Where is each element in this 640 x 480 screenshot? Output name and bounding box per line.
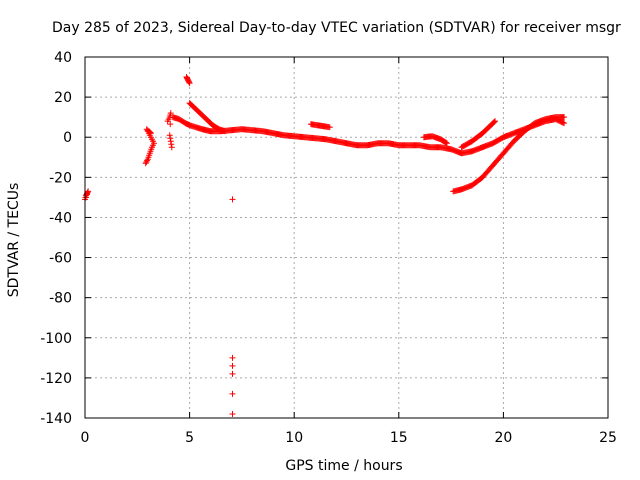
data-point: [146, 128, 153, 135]
y-tick-label: 0: [63, 130, 72, 146]
y-tick-label: -100: [40, 331, 72, 347]
plot-frame: [84, 56, 609, 419]
data-point: [443, 140, 450, 147]
data-point: [166, 132, 173, 139]
y-tick-label: 40: [54, 50, 72, 66]
x-tick-label: 10: [285, 430, 303, 446]
data-point: [229, 362, 236, 369]
y-tick-label: 20: [54, 90, 72, 106]
data-point: [83, 194, 90, 201]
data-point: [561, 120, 568, 127]
data-point: [143, 158, 150, 165]
grid: [85, 57, 608, 418]
y-tick-label: -140: [40, 411, 72, 427]
data-point: [229, 370, 236, 377]
x-tick-label: 0: [81, 430, 90, 446]
y-tick-label: -80: [49, 291, 72, 307]
chart-title: Day 285 of 2023, Sidereal Day-to-day VTE…: [52, 20, 621, 36]
data-point: [144, 157, 151, 164]
data-point: [222, 128, 229, 135]
data-points: [82, 74, 568, 417]
data-point: [229, 354, 236, 361]
x-tick-label: 20: [494, 430, 512, 446]
data-point: [326, 124, 333, 131]
data-point: [142, 160, 149, 167]
data-point: [85, 188, 92, 195]
data-point: [186, 80, 193, 87]
data-point: [492, 118, 499, 125]
y-tick-label: -40: [49, 210, 72, 226]
axis-ticks: 0 5 10 15 20 25 40 20 0 -20 -40 -60 -80 -100 -120 -140: [40, 50, 617, 446]
y-tick-label: -120: [40, 371, 72, 387]
y-tick-label: -60: [49, 251, 72, 267]
data-point: [168, 144, 175, 151]
data-point: [560, 119, 567, 126]
data-point: [167, 121, 174, 128]
data-point: [443, 139, 450, 146]
data-point: [561, 114, 568, 121]
data-point: [186, 79, 193, 86]
data-point: [147, 130, 154, 137]
x-axis-label: GPS time / hours: [285, 458, 402, 474]
data-point: [229, 196, 236, 203]
data-point: [229, 410, 236, 417]
data-point: [167, 138, 174, 145]
y-tick-label: -20: [49, 170, 72, 186]
x-tick-label: 15: [390, 430, 408, 446]
data-point: [147, 129, 154, 136]
x-tick-label: 5: [185, 430, 194, 446]
y-axis-label: SDTVAR / TECUs: [6, 183, 22, 298]
x-tick-label: 25: [599, 430, 617, 446]
data-point: [229, 390, 236, 397]
data-point: [168, 141, 175, 148]
data-point: [491, 118, 498, 125]
data-point: [167, 110, 174, 117]
data-point: [167, 135, 174, 142]
